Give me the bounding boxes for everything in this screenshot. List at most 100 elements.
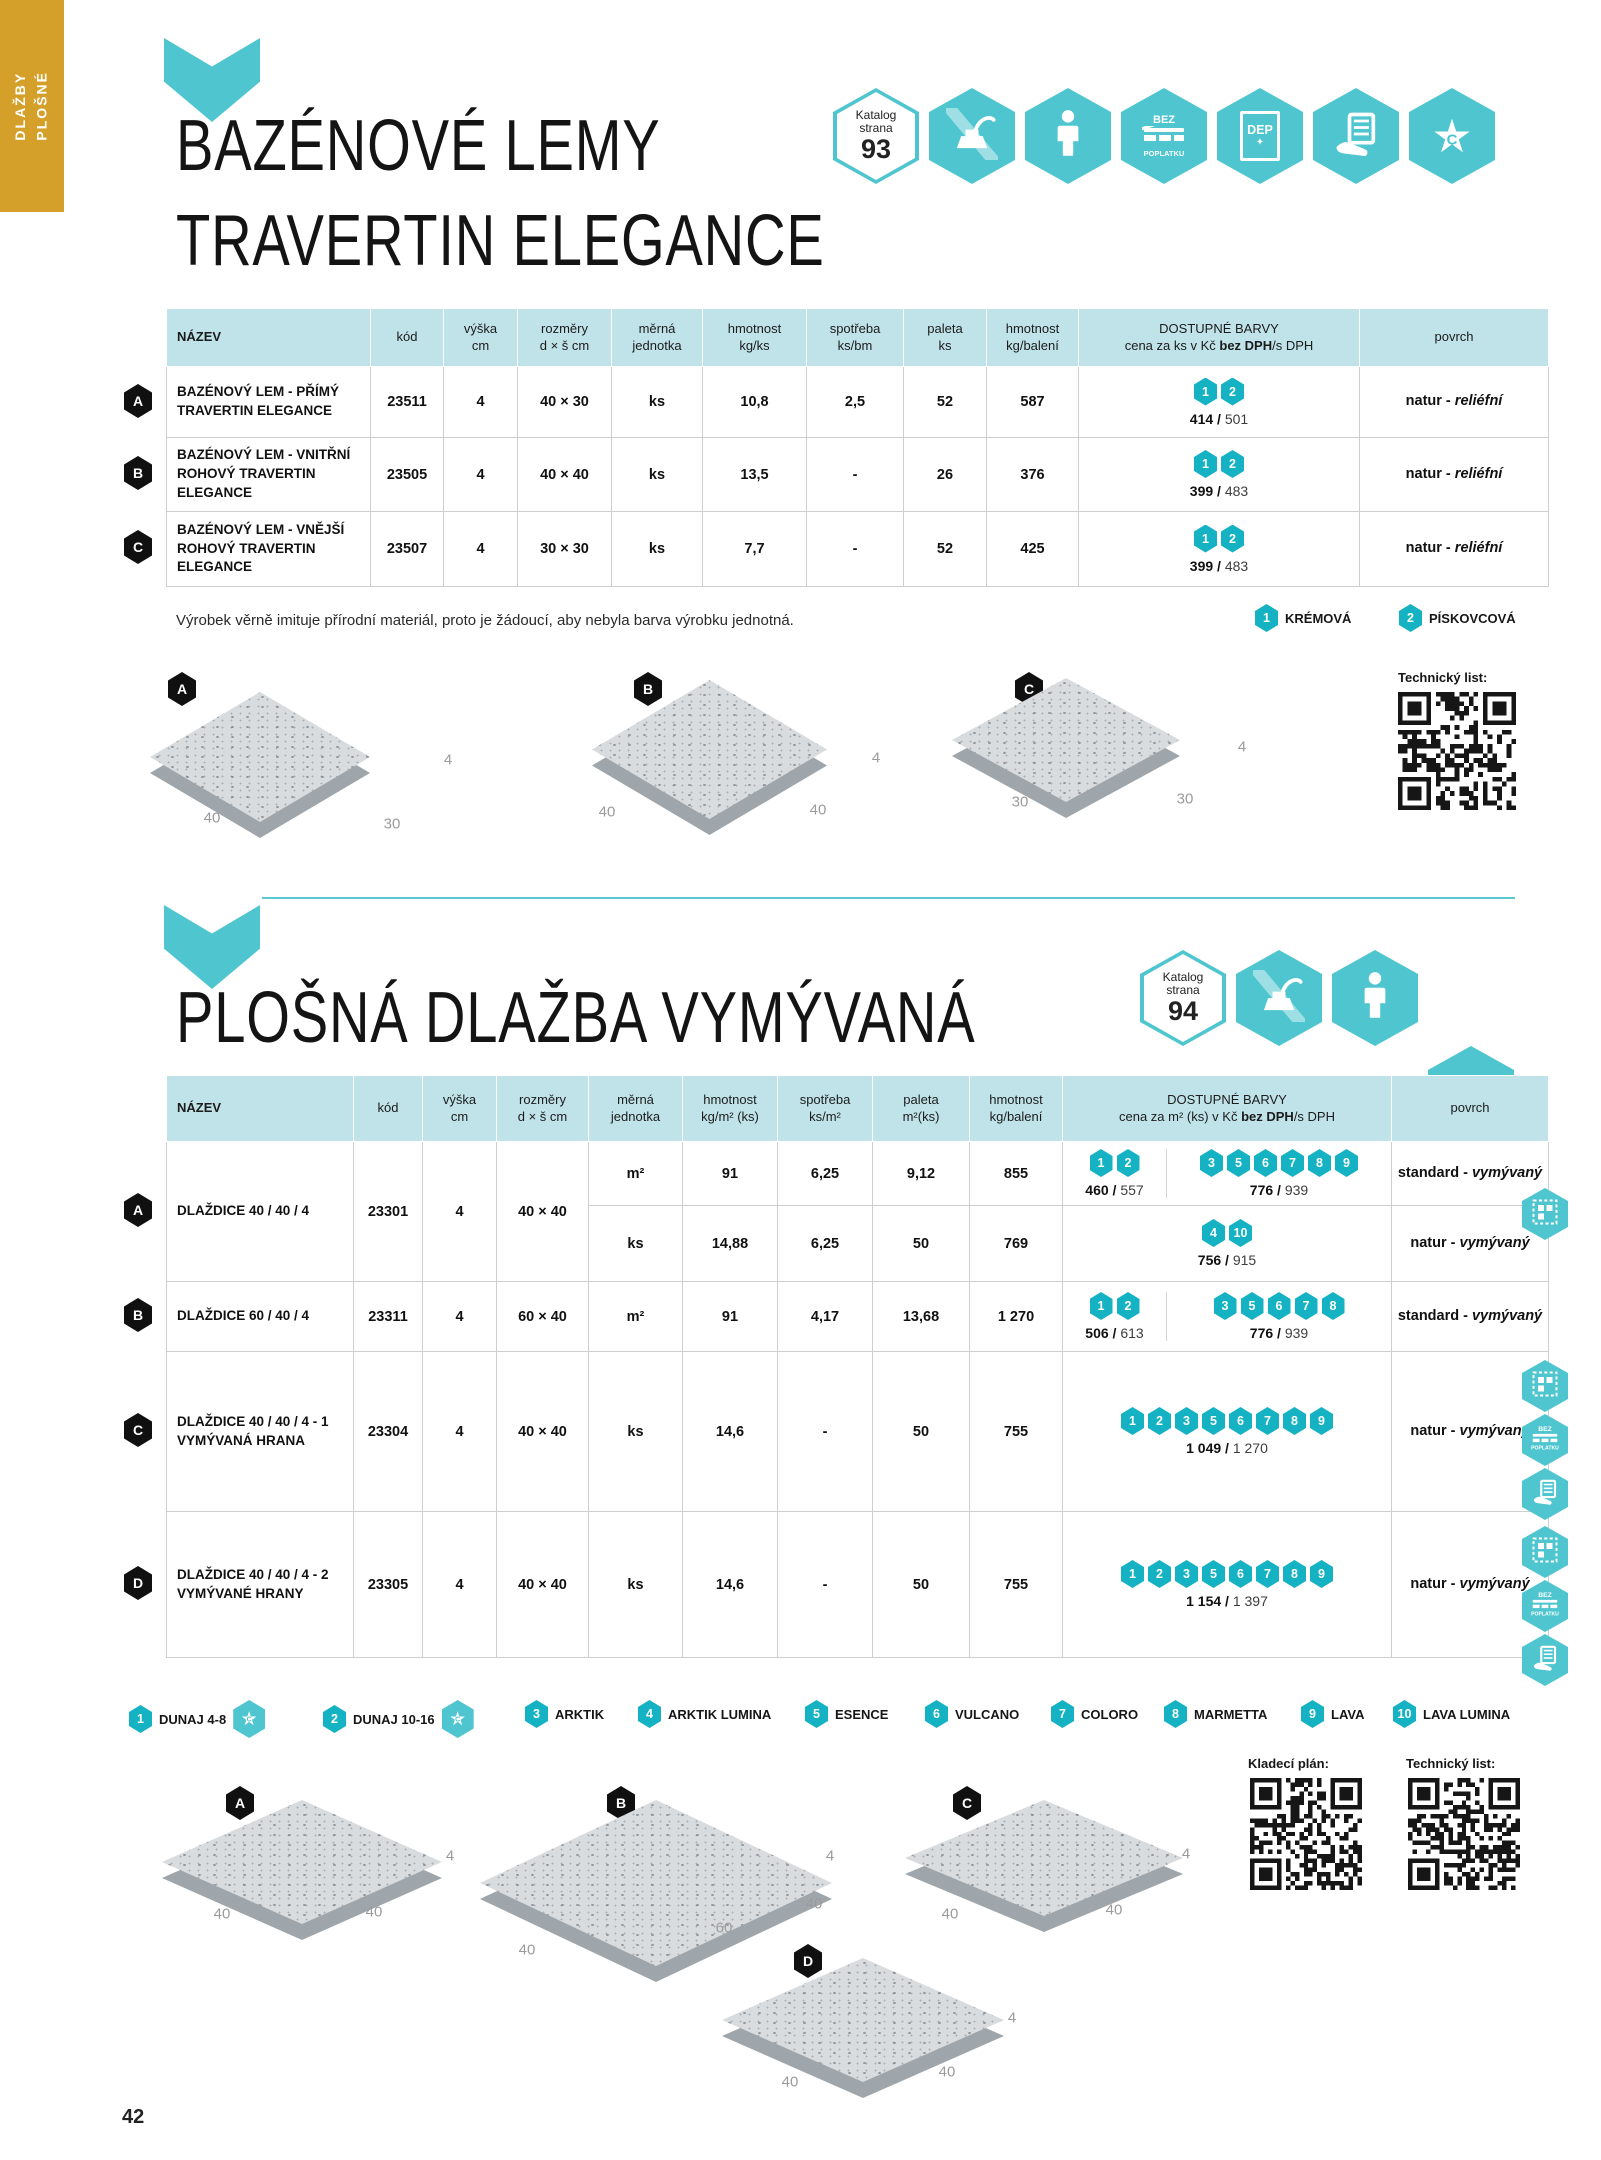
katalog-page-badge: Katalog strana 93: [833, 88, 919, 184]
section-divider: [262, 897, 1515, 899]
katalog-word: Katalog: [855, 107, 897, 122]
side-tab: DLAŽBY PLOŠNÉ: [0, 0, 64, 212]
star-c-icon: C: [233, 1700, 266, 1738]
svg-text:BEZ: BEZ: [1538, 1426, 1552, 1433]
note-text: Výrobek věrně imituje přírodní materiál,…: [176, 612, 794, 629]
color-badge-2: 2: [1221, 377, 1244, 406]
person-icon: [1025, 88, 1111, 184]
dimension-label: 40: [598, 803, 616, 821]
section2-chevron-icon: [164, 905, 260, 989]
dimension-label: 60: [715, 1919, 733, 1937]
color-badge-7: 7: [1256, 1407, 1279, 1435]
table2-header-row: NÁZEV kód výška cm rozměry d × š cm měrná j…: [166, 1075, 1549, 1142]
color-badge-10: 10: [1229, 1219, 1252, 1247]
row-badge: B: [124, 456, 152, 490]
dimension-label: 30: [1176, 790, 1194, 808]
product-diagram: [592, 680, 827, 835]
diagram-badge: A: [168, 672, 196, 706]
table1-row-b: BAZÉNOVÝ LEM - VNITŘNÍ ROHOVÝ TRAVERTIN …: [166, 437, 1549, 512]
product-diagram: [162, 1800, 442, 1940]
color-badge-3: 3: [1213, 1292, 1237, 1320]
dimension-label: 40: [805, 1895, 823, 1913]
color-badge-9: 9: [1335, 1149, 1358, 1177]
color-badge-6: 6: [1229, 1560, 1252, 1588]
dimension-label: 40: [213, 1905, 231, 1923]
row-badge: A: [124, 384, 152, 418]
color-badge-8: 8: [1283, 1407, 1306, 1435]
color-badge-1: 1: [1089, 1292, 1113, 1320]
color-badge: 6: [925, 1700, 948, 1728]
color-badge-6: 6: [1229, 1407, 1252, 1435]
table2-row-d: DLAŽDICE 40 / 40 / 4 - 2 VYMÝVANÉ HRANY …: [166, 1511, 1549, 1658]
color-badge-2: 2: [1148, 1407, 1171, 1435]
section2-title: PLOŠNÁ DLAŽBA VYMÝVANÁ: [176, 978, 976, 1058]
legend-item: 4 ARKTIK LUMINA: [638, 1700, 771, 1728]
row-badge: A: [124, 1193, 152, 1227]
dimension-label: 4: [1181, 1845, 1191, 1863]
dimension-label: 40: [809, 801, 827, 819]
dimension-label: 4: [825, 1847, 835, 1865]
color-badge-5: 5: [1202, 1407, 1225, 1435]
dep-plus-icon: DEP ✦: [1217, 88, 1303, 184]
page-number: 42: [122, 2106, 145, 2128]
table2-row-b: DLAŽDICE 60 / 40 / 4 23311 4 60 × 40 m² …: [166, 1281, 1549, 1352]
star-c-icon: C: [441, 1700, 474, 1738]
color-badge-8: 8: [1283, 1560, 1306, 1588]
qr-code: [1408, 1778, 1520, 1890]
product-diagram: [722, 1958, 1004, 2098]
color-badge: 1: [129, 1705, 152, 1733]
tech-list-label: Technický list:: [1406, 1756, 1496, 1771]
bez-poplatku-icon: BEZ POPLATKU: [1121, 88, 1207, 184]
row-badge: C: [124, 1413, 152, 1447]
color-badge-6: 6: [1254, 1149, 1277, 1177]
color-badge-3: 3: [1175, 1560, 1198, 1588]
star-c-icon: C: [1409, 88, 1495, 184]
color-badge: 5: [805, 1700, 828, 1728]
table-plosna-dlazba: NÁZEV kód výška cm rozměry d × š cm měrná j…: [166, 1075, 1549, 1658]
tech-list-label: Technický list:: [1398, 670, 1488, 685]
dimension-label: 4: [1007, 2009, 1017, 2027]
table-bazenove-lemy: NÁZEV kód výška cm rozměry d × š cm měrná j…: [166, 308, 1549, 587]
color-badge-1: 1: [1121, 1407, 1144, 1435]
strana-word: strana: [859, 120, 893, 135]
katalog-page-badge: Katalog strana 94: [1140, 950, 1226, 1046]
color-badge-6: 6: [1267, 1292, 1291, 1320]
dimension-label: 40: [941, 1905, 959, 1923]
color-badge-7: 7: [1281, 1149, 1304, 1177]
color-badge-1: 1: [1121, 1560, 1144, 1588]
bez-label: BEZ: [1153, 113, 1175, 126]
color-badge-1: 1: [1194, 524, 1217, 553]
color-badge-4: 4: [1202, 1219, 1225, 1247]
color-badge: 2: [1399, 604, 1422, 632]
legend-item: 7 COLORO: [1051, 1700, 1138, 1728]
katalog-page-number: 93: [860, 134, 892, 165]
svg-text:POPLATKU: POPLATKU: [1531, 1611, 1559, 1617]
color-badge-8: 8: [1321, 1292, 1345, 1320]
product-diagram: [905, 1800, 1183, 1932]
color-badge-2: 2: [1116, 1292, 1140, 1320]
color-badge: 7: [1051, 1700, 1074, 1728]
kladeci-plan-label: Kladecí plán:: [1248, 1756, 1329, 1771]
person-icon: [1332, 950, 1418, 1046]
product-diagram: [150, 692, 370, 838]
color-badge-5: 5: [1202, 1560, 1225, 1588]
legend-item: 6 VULCANO: [925, 1700, 1019, 1728]
dimension-label: 4: [445, 1847, 455, 1865]
dimension-label: 30: [383, 815, 401, 833]
color-badge-9: 9: [1310, 1560, 1333, 1588]
diagram-badge: B: [634, 672, 662, 706]
dimension-label: 40: [938, 2063, 956, 2081]
no-compactor-icon: [929, 88, 1015, 184]
color-badge-3: 3: [1200, 1149, 1223, 1177]
product-diagram: [480, 1800, 832, 1982]
legend-item: 8 MARMETTA: [1164, 1700, 1267, 1728]
section1-title-line1: BAZÉNOVÉ LEMY: [176, 106, 661, 186]
color-badge-2: 2: [1221, 524, 1244, 553]
table2-row-c: DLAŽDICE 40 / 40 / 4 - 1 VYMÝVANÁ HRANA …: [166, 1351, 1549, 1512]
dimension-label: 30: [1011, 793, 1029, 811]
legend-item: 9 LAVA: [1301, 1700, 1364, 1728]
color-badge-1: 1: [1194, 450, 1217, 478]
color-badge-2: 2: [1148, 1560, 1171, 1588]
row-badge: C: [124, 530, 152, 564]
legend-item: 1 KRÉMOVÁ: [1255, 604, 1351, 632]
